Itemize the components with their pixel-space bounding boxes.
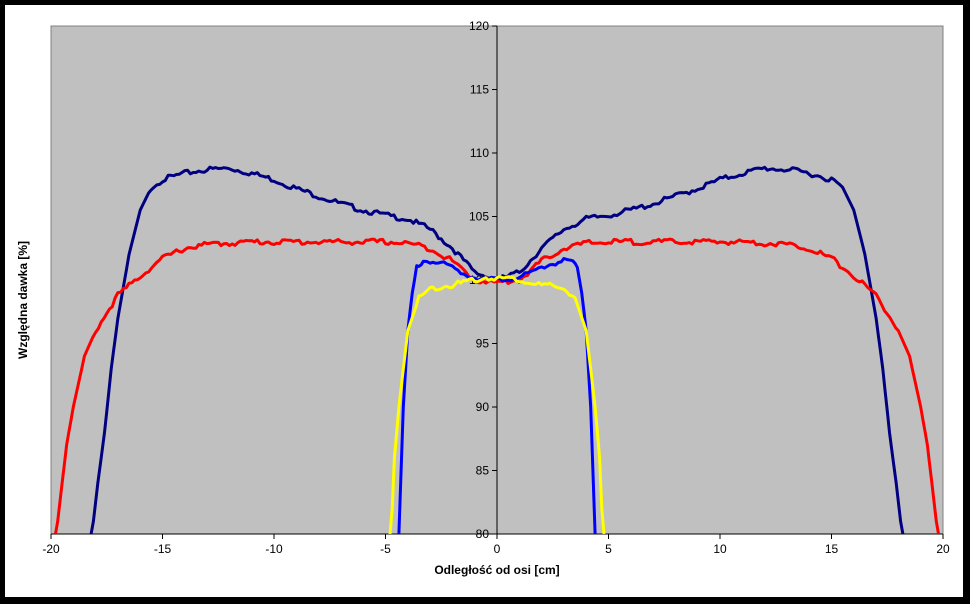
y-tick-label: 110 <box>470 146 489 160</box>
x-tick-label: -20 <box>42 542 60 556</box>
y-tick-label: 90 <box>476 400 490 414</box>
x-tick-label: 15 <box>825 542 839 556</box>
series-line-4 <box>388 275 606 534</box>
x-tick-label: -10 <box>265 542 283 556</box>
series-group <box>54 165 940 534</box>
x-tick-label: 20 <box>936 542 950 556</box>
x-tick-label: 5 <box>605 542 612 556</box>
series-line-2 <box>54 237 940 534</box>
x-tick-label: -15 <box>154 542 172 556</box>
y-tick-label: 105 <box>469 210 489 224</box>
y-axis-title: Względna dawka [%] <box>16 241 30 359</box>
y-tick-label: 85 <box>476 464 490 478</box>
dose-profile-chart: -20 -15 -10 -5 0 5 10 15 20808590951001051101151… <box>16 19 950 577</box>
y-tick-label: 120 <box>469 19 489 33</box>
y-tick-label: 95 <box>476 337 490 351</box>
chart-area: -20 -15 -10 -5 0 5 10 15 20 80 85 90 95 100 105 110 115 1… <box>5 5 963 597</box>
y-tick-label: 115 <box>470 83 489 97</box>
y-tick-label: 80 <box>476 527 490 541</box>
x-tick-label: -5 <box>380 542 391 556</box>
x-tick-label: 0 <box>494 542 501 556</box>
x-axis-title: Odległość od osi [cm] <box>434 563 559 577</box>
x-tick-label: 10 <box>713 542 727 556</box>
